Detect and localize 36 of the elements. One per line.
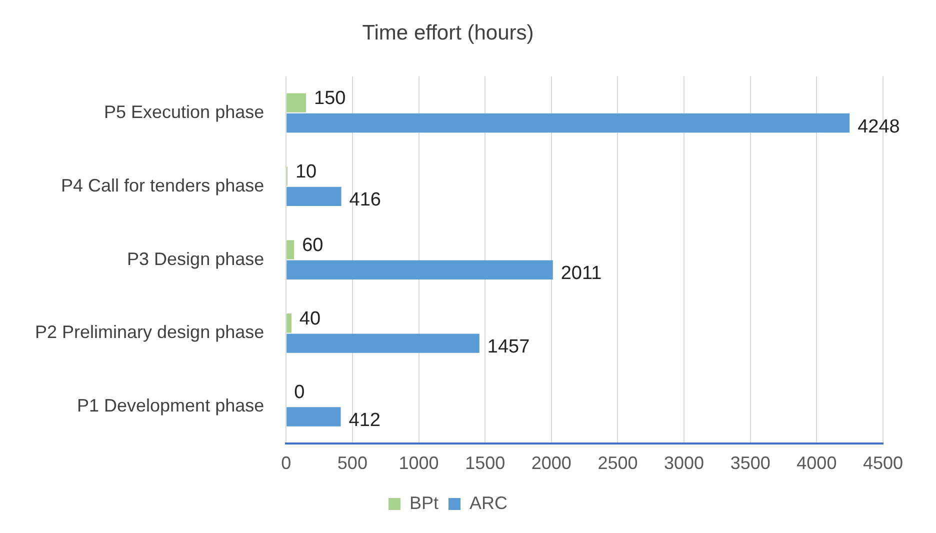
data-label: 4248: [858, 116, 900, 138]
x-tick-label: 1500: [465, 453, 506, 474]
data-label: 10: [295, 161, 317, 182]
y-tick-label: P1 Development phase: [76, 396, 264, 416]
x-tick-label: 4000: [796, 453, 837, 474]
data-label: 412: [348, 410, 380, 432]
x-tick-label: 500: [337, 453, 368, 474]
y-tick-label: P5 Execution phase: [104, 102, 264, 122]
x-tick-label: 1000: [398, 453, 439, 474]
x-tick-label: 3000: [664, 453, 704, 474]
bar: [286, 334, 480, 353]
data-label: 60: [302, 234, 324, 256]
y-tick-label: P4 Call for tenders phase: [60, 175, 264, 196]
data-label: 1457: [487, 336, 530, 358]
bar: [286, 260, 553, 280]
data-label: 40: [299, 308, 321, 330]
y-tick-label: P2 Preliminary design phase: [34, 322, 264, 342]
data-label: 2011: [560, 263, 602, 284]
x-tick-label: 2500: [598, 453, 638, 474]
chart-title: Time effort (hours): [362, 21, 534, 44]
bar: [286, 113, 850, 133]
bar: [286, 240, 294, 260]
data-label: 150: [314, 88, 346, 110]
bar: [286, 314, 292, 333]
data-label: 416: [349, 190, 382, 211]
legend-label: ARC: [470, 492, 508, 513]
x-tick-label: 0: [281, 453, 292, 474]
bar: [286, 407, 341, 426]
bar: [286, 93, 306, 112]
x-tick-label: 4500: [862, 453, 904, 474]
data-label: 0: [294, 382, 305, 403]
x-tick-label: 2000: [531, 453, 572, 474]
legend-label: BPt: [409, 492, 439, 513]
y-tick-label: P3 Design phase: [127, 248, 264, 269]
bar: [286, 186, 342, 206]
x-tick-label: 3500: [730, 453, 770, 474]
